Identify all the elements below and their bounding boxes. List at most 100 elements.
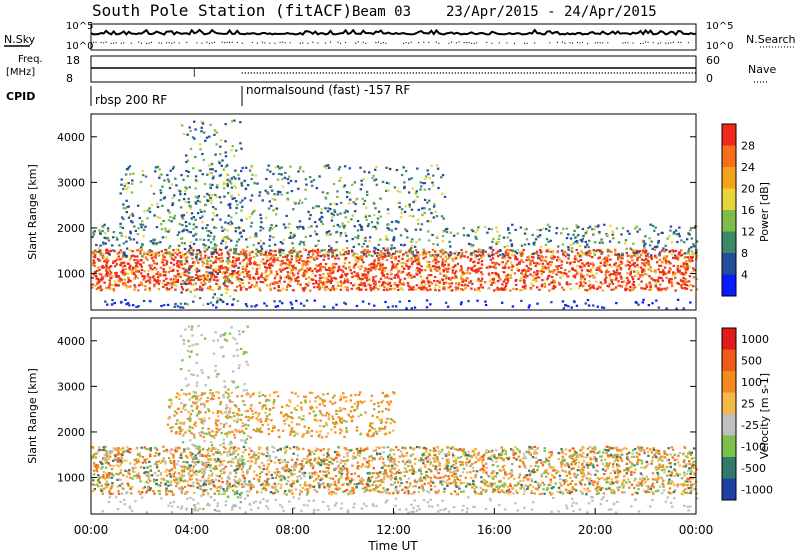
heatmap-cell	[527, 269, 530, 272]
heatmap-cell	[346, 286, 349, 289]
heatmap-cell	[223, 284, 227, 287]
heatmap-cell	[139, 263, 142, 266]
heatmap-cell	[387, 212, 390, 215]
nsearch-point	[256, 42, 258, 44]
heatmap-cell	[405, 251, 408, 254]
heatmap-cell	[291, 251, 294, 254]
heatmap-cell	[246, 272, 249, 275]
heatmap-cell	[641, 301, 644, 304]
heatmap-cell	[303, 286, 306, 290]
heatmap-cell	[544, 255, 548, 259]
heatmap-cell	[648, 244, 652, 247]
nsearch-point	[534, 42, 536, 44]
heatmap-cell	[522, 279, 525, 282]
heatmap-cell	[103, 260, 106, 263]
heatmap-cell	[383, 270, 386, 273]
heatmap-cell	[327, 454, 330, 457]
heatmap-cell	[182, 132, 186, 136]
heatmap-cell	[487, 253, 490, 256]
heatmap-cell	[430, 274, 433, 277]
heatmap-cell	[521, 274, 525, 277]
heatmap-cell	[369, 236, 372, 239]
heatmap-cell	[489, 265, 492, 268]
freq-point	[316, 72, 318, 74]
freq-point	[394, 72, 396, 74]
heatmap-cell	[199, 250, 202, 254]
heatmap-cell	[418, 271, 422, 274]
nsearch-point	[138, 41, 140, 43]
heatmap-cell	[563, 480, 567, 483]
heatmap-cell	[478, 289, 481, 292]
heatmap-cell	[538, 270, 541, 273]
heatmap-cell	[112, 249, 115, 252]
heatmap-cell	[567, 257, 570, 260]
heatmap-cell	[404, 461, 407, 464]
heatmap-cell	[346, 475, 349, 479]
heatmap-cell	[658, 264, 661, 267]
heatmap-cell	[319, 281, 322, 284]
heatmap-cell	[453, 252, 457, 255]
heatmap-cell	[289, 165, 292, 168]
heatmap-cell	[649, 288, 653, 291]
heatmap-cell	[126, 206, 129, 209]
heatmap-cell	[167, 252, 170, 255]
heatmap-cell	[317, 205, 320, 208]
heatmap-cell	[199, 208, 202, 211]
heatmap-cell	[164, 263, 167, 266]
heatmap-cell	[509, 261, 513, 264]
heatmap-cell	[506, 253, 509, 256]
heatmap-cell	[470, 287, 473, 290]
heatmap-cell	[618, 256, 621, 259]
heatmap-cell	[118, 465, 121, 468]
heatmap-cell	[119, 225, 122, 228]
freq-point	[499, 72, 501, 74]
heatmap-cell	[524, 276, 527, 279]
heatmap-cell	[327, 244, 331, 248]
heatmap-cell	[194, 201, 197, 204]
freq-point	[283, 72, 285, 74]
freq-point	[577, 72, 579, 74]
heatmap-cell	[377, 288, 380, 291]
heatmap-cell	[178, 456, 182, 459]
heatmap-cell	[248, 490, 251, 493]
heatmap-cell	[111, 283, 115, 287]
heatmap-cell	[653, 248, 657, 251]
heatmap-cell	[362, 249, 366, 252]
heatmap-cell	[377, 257, 380, 260]
heatmap-cell	[189, 484, 192, 488]
heatmap-cell	[317, 239, 320, 242]
heatmap-cell	[265, 256, 268, 259]
heatmap-cell	[536, 235, 539, 238]
heatmap-cell	[209, 235, 212, 238]
heatmap-cell	[691, 259, 694, 262]
heatmap-cell	[455, 255, 458, 258]
heatmap-cell	[420, 288, 423, 291]
heatmap-cell	[632, 249, 636, 252]
heatmap-cell	[168, 283, 172, 286]
heatmap-cell	[550, 281, 553, 284]
freq-point	[658, 72, 660, 74]
heatmap-cell	[288, 222, 291, 225]
heatmap-cell	[406, 259, 409, 263]
heatmap-cell	[180, 251, 183, 254]
heatmap-cell	[274, 274, 278, 277]
heatmap-cell	[545, 228, 548, 231]
heatmap-cell	[96, 282, 99, 285]
heatmap-cell	[655, 281, 658, 284]
heatmap-cell	[407, 272, 411, 275]
heatmap-cell	[177, 189, 180, 192]
freq-point	[526, 72, 528, 74]
heatmap-cell	[231, 261, 234, 264]
heatmap-cell	[233, 450, 236, 453]
nsearch-point	[148, 42, 150, 44]
heatmap-cell	[255, 268, 259, 271]
heatmap-cell	[559, 276, 562, 279]
heatmap-cell	[146, 217, 149, 220]
heatmap-cell	[482, 465, 486, 468]
heatmap-cell	[291, 242, 294, 245]
heatmap-cell	[92, 259, 95, 262]
heatmap-cell	[427, 239, 431, 242]
heatmap-cell	[411, 261, 414, 264]
heatmap-cell	[580, 269, 584, 272]
heatmap-cell	[224, 151, 227, 154]
